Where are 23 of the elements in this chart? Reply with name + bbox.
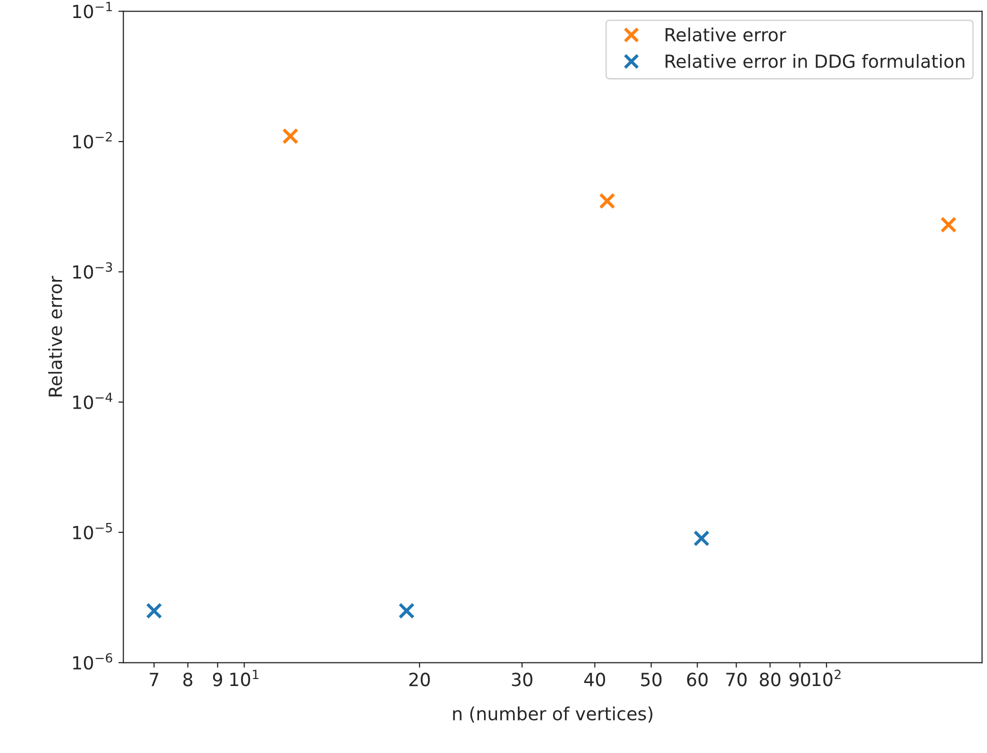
x-tick-label: 80 (760, 672, 780, 686)
legend-label: Relative error (666, 28, 786, 42)
y-axis-title: Relative error (48, 276, 62, 396)
x-tick-label: 90 (790, 672, 810, 686)
y-tick-label: 10$^{−1}$ (73, 2, 112, 18)
x-tick-label: 20 (409, 672, 430, 686)
x-tick-label: 30 (512, 672, 532, 686)
x-tick-label: 8 (183, 672, 192, 686)
x-tick-label: 10$^{1}$ (230, 670, 258, 686)
y-tick-label: 10$^{−2}$ (73, 132, 112, 149)
legend-label: Relative error in DDG formulation (666, 54, 964, 68)
x-tick-label: 10$^{2}$ (812, 670, 841, 686)
y-tick-label: 10$^{−6}$ (73, 653, 112, 670)
x-tick-label: 9 (213, 672, 222, 686)
x-tick-label: 40 (584, 672, 606, 686)
x-tick-label: 60 (687, 672, 708, 686)
x-tick-label: 50 (641, 672, 662, 686)
y-tick-label: 10$^{−5}$ (73, 522, 112, 540)
y-tick-label: 10$^{−3}$ (73, 262, 112, 279)
x-tick-label: 70 (726, 672, 747, 686)
x-tick-label: 7 (150, 672, 158, 686)
y-tick-label: 10$^{−4}$ (73, 392, 112, 410)
x-axis-title: n (number of vertices) (453, 706, 652, 723)
